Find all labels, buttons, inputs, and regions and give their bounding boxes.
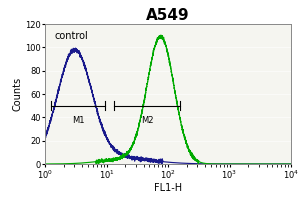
Y-axis label: Counts: Counts	[12, 77, 22, 111]
Text: M2: M2	[141, 116, 153, 125]
Title: A549: A549	[146, 8, 190, 23]
Text: M1: M1	[72, 116, 85, 125]
X-axis label: FL1-H: FL1-H	[154, 183, 182, 193]
Text: control: control	[54, 31, 88, 41]
